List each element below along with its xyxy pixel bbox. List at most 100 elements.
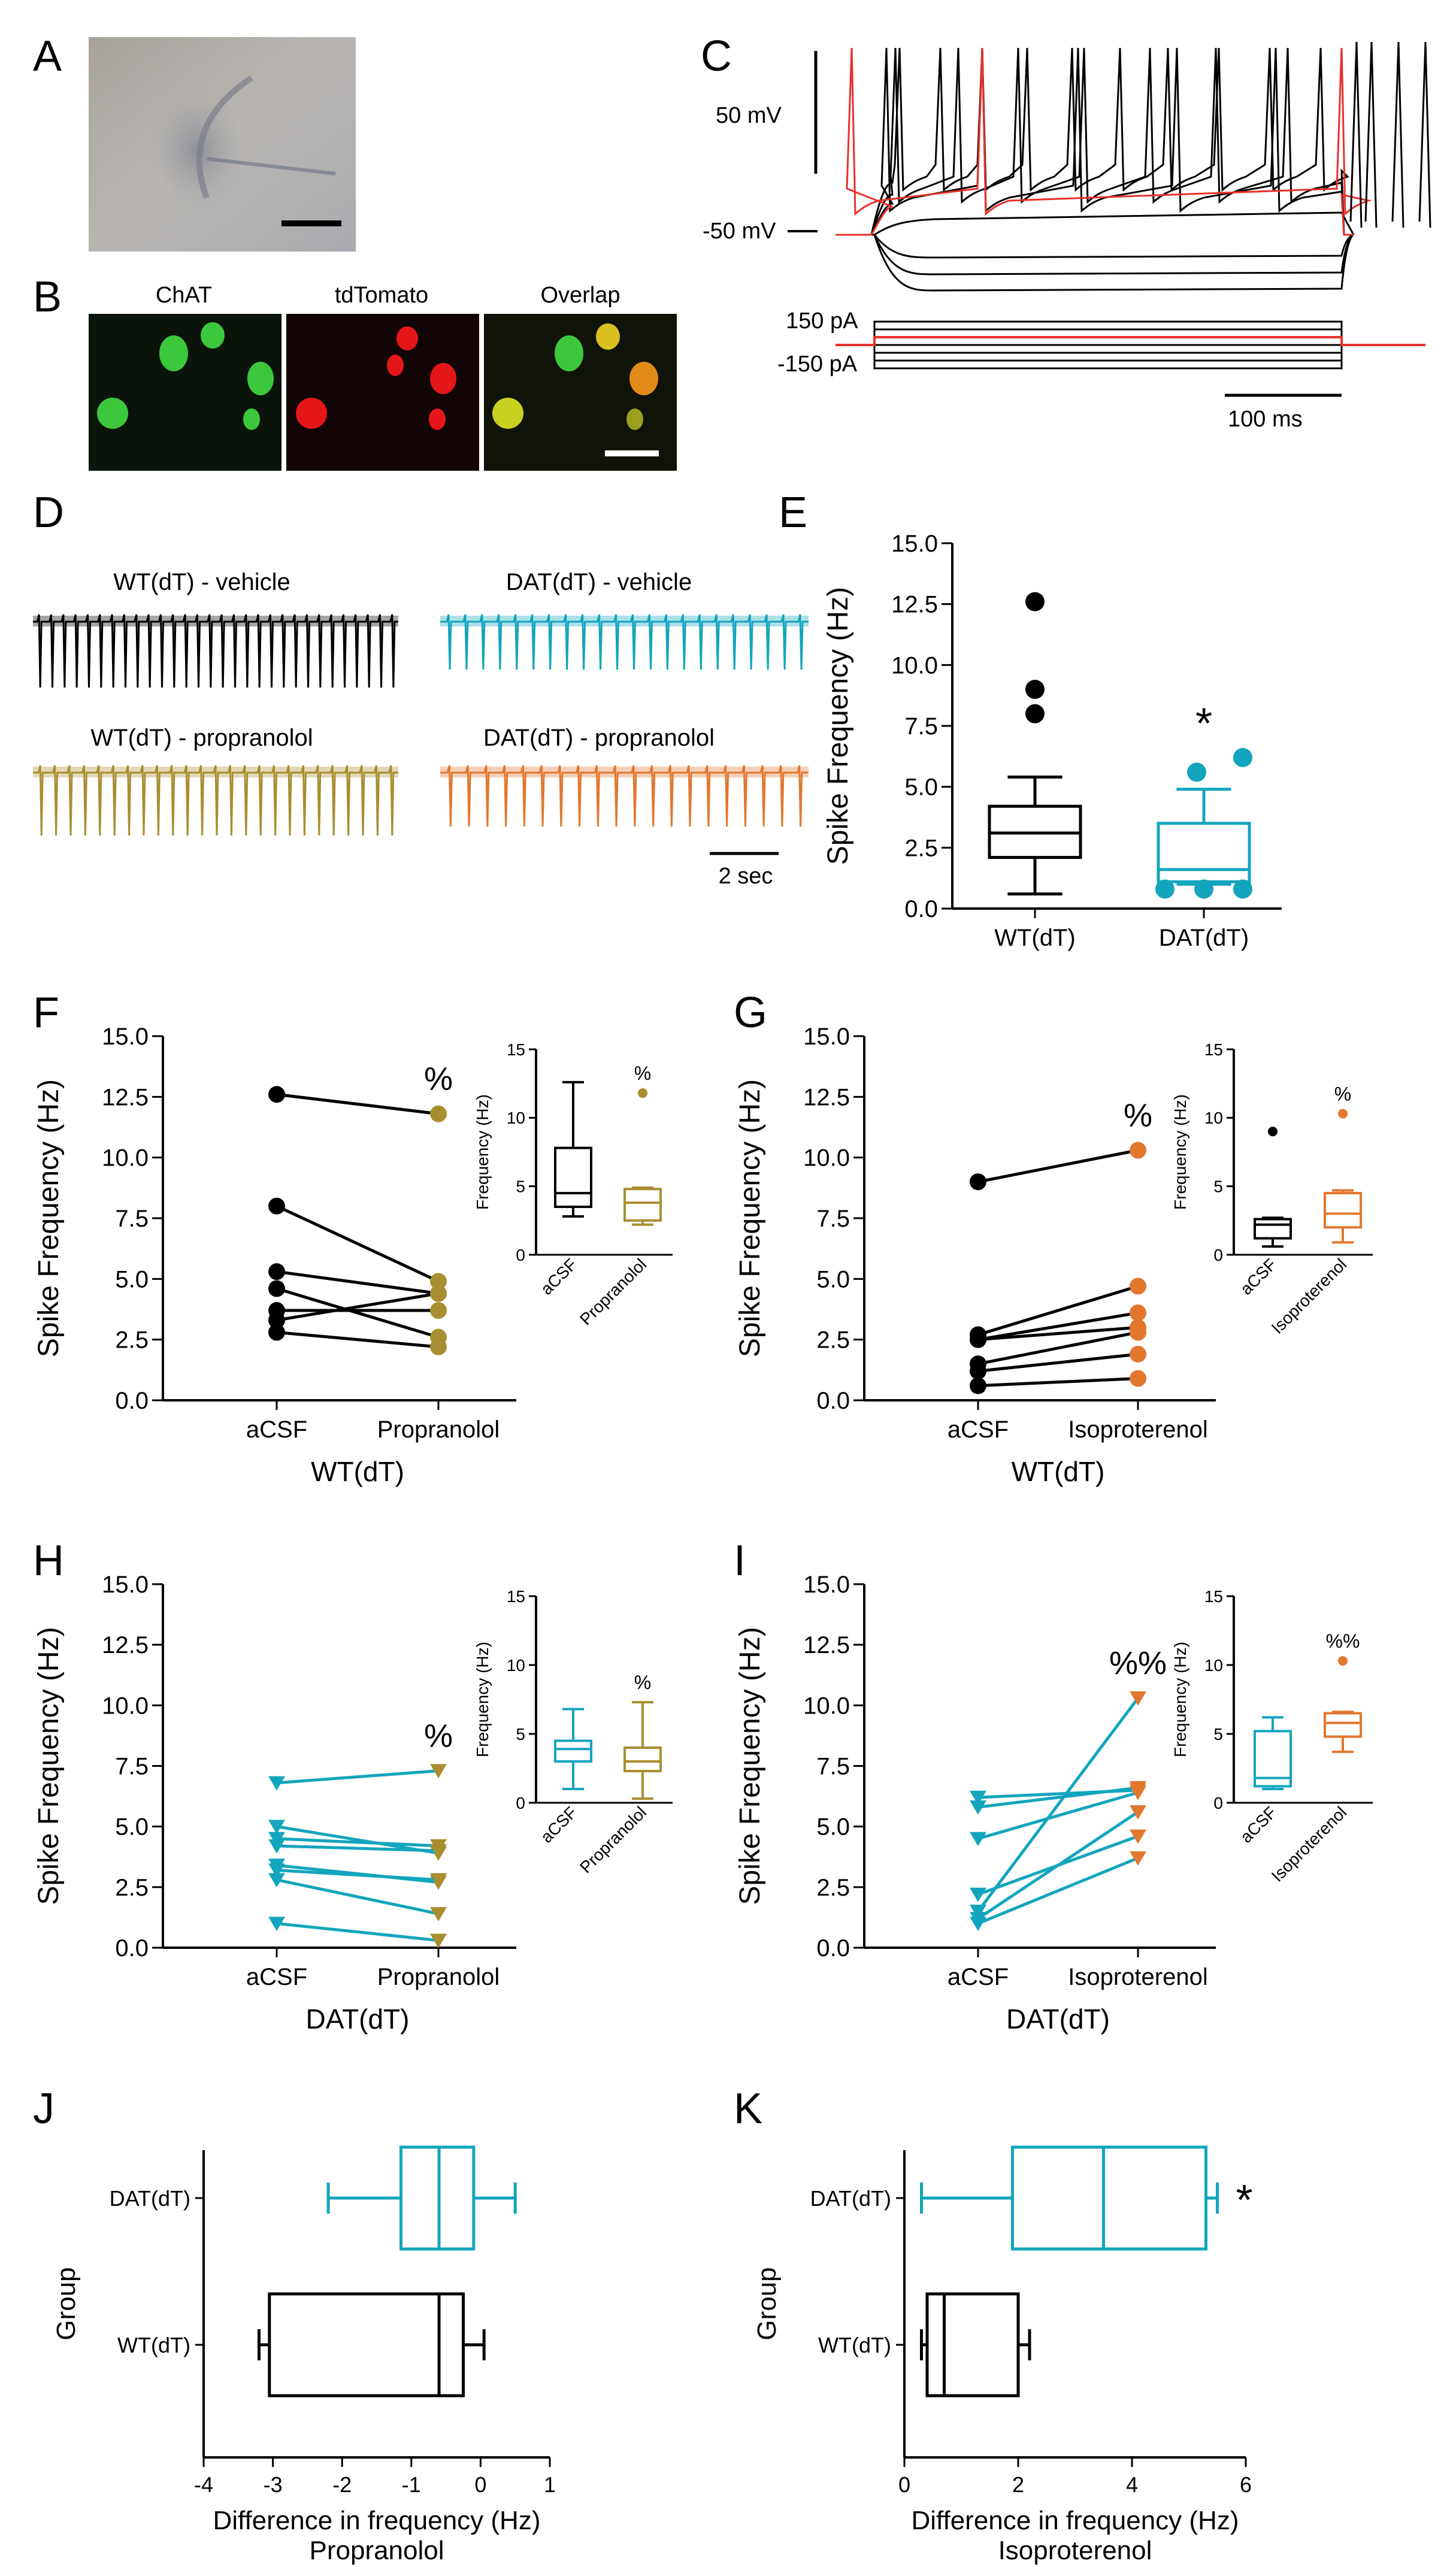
chart-g-x-tick-label: aCSF (948, 1416, 1009, 1443)
chart-h-y-tick-label: 15.0 (102, 1572, 149, 1598)
chart-g-x-tick-label: Isoproterenol (1068, 1416, 1207, 1443)
chart-f-y-tick-label: 15.0 (102, 1024, 149, 1050)
chart-h-y-tick-label: 10.0 (102, 1693, 149, 1719)
trace-spiking-3 (836, 47, 1354, 236)
chart-h-y-tick-label: 5.0 (115, 1814, 149, 1841)
chart-f-y-label: Spike Frequency (Hz) (33, 1079, 65, 1357)
chart-i-x-tick-label: Isoproterenol (1068, 1964, 1207, 1990)
panel-letter-h: H (33, 1537, 64, 1585)
chart-g-point-left (970, 1331, 986, 1348)
chart-e-outlier (1233, 879, 1252, 899)
chart-k-box (925, 2292, 1020, 2398)
panel-letter-j: J (33, 2085, 55, 2133)
panel-letter-c: C (701, 32, 732, 80)
chart-j-x-tick-label: -4 (194, 2472, 213, 2497)
chart-e-box-1-box (1157, 822, 1251, 883)
chart-i-y-tick-label: 10.0 (803, 1693, 850, 1719)
chart-f-point-left (268, 1197, 285, 1215)
chart-f-inset-significance: % (634, 1062, 651, 1084)
chart-j-x-tick-label: -3 (264, 2472, 283, 2497)
chart-h-inset-box-1-box (623, 1746, 662, 1773)
chart-i-x-tick-label: aCSF (948, 1964, 1009, 1990)
chart-g-y-tick-label: 10.0 (803, 1145, 850, 1172)
chart-h-pair-line (276, 1922, 439, 1942)
chart-g-inset-x-tick-label: Isoproterenol (1268, 1255, 1350, 1337)
chart-e-y-tick-label: 12.5 (891, 592, 938, 618)
panel-letter-e: E (779, 489, 807, 537)
chart-i-inset-y-label: Frequency (Hz) (1171, 1642, 1189, 1757)
chart-h-point-right (430, 1843, 447, 1858)
panel-letter-f: F (33, 989, 59, 1037)
chart-g-y-tick-label: 5.0 (816, 1266, 850, 1292)
chart-g-pair-line (977, 1352, 1139, 1373)
panel-letter-a: A (33, 32, 62, 80)
chart-i-point-left (970, 1790, 986, 1805)
chart-i-inset-y-tick-label: 5 (1213, 1725, 1223, 1743)
chart-i-inset-y-tick-label: 10 (1204, 1656, 1223, 1675)
chart-i-inset-outlier (1338, 1656, 1348, 1666)
chart-f-y-tick-label: 12.5 (102, 1084, 149, 1110)
chart-i-point-right (1130, 1829, 1146, 1844)
chart-g-point-right (1130, 1370, 1146, 1387)
firing-trace-0 (33, 614, 398, 688)
chart-j-y-label: Group (52, 2267, 81, 2340)
chart-h-y-tick-label: 0.0 (115, 1935, 149, 1961)
chart-f-x-label: WT(dT) (311, 1456, 404, 1487)
tdtomato-label: tdTomato (335, 283, 428, 308)
chart-h-pair-line (276, 1869, 439, 1882)
chart-g-inset-box-0-box (1254, 1218, 1292, 1240)
chart-g-point-left (970, 1363, 986, 1380)
chart-k-x-tick-label: 0 (898, 2472, 910, 2497)
chart-e-y-tick-label: 2.5 (904, 835, 938, 861)
chart-i-point-right (1130, 1785, 1146, 1800)
chart-f-inset-y-tick-label: 15 (507, 1040, 525, 1059)
chart-g-pair-line (977, 1149, 1139, 1183)
chart-g-point-left (970, 1173, 986, 1191)
chart-g-inset-y-tick-label: 0 (1213, 1246, 1223, 1264)
chat-cells (97, 322, 274, 430)
chart-g-point-left (970, 1377, 986, 1394)
chart-j-box (399, 2145, 476, 2251)
chart-g-point-right (1130, 1324, 1146, 1341)
chart-i-inset-box-0-box (1254, 1730, 1292, 1788)
chart-i-pair-line (977, 1791, 1139, 1841)
chart-g-inset-x-tick-label: aCSF (1237, 1255, 1281, 1298)
firing-trace-3 (440, 765, 809, 827)
chart-g-pair-line (977, 1325, 1139, 1342)
chart-f-y-tick-label: 5.0 (115, 1266, 149, 1292)
panel-letter-k: K (734, 2085, 762, 2133)
chart-i-y-tick-label: 5.0 (816, 1814, 850, 1841)
scale-bar-a (281, 220, 341, 226)
chart-i-y-tick-label: 0.0 (816, 1935, 850, 1961)
chart-g-inset-outlier (1338, 1109, 1348, 1119)
chart-e-y-tick-label: 7.5 (904, 713, 938, 740)
chart-f-inset-y-tick-label: 0 (516, 1246, 525, 1264)
chart-f-inset-x-tick-label: Propranolol (576, 1255, 650, 1328)
chart-h-inset-y-label: Frequency (Hz) (473, 1642, 492, 1757)
trace-subthreshold (836, 211, 1355, 236)
chart-e-x-tick-label: DAT(dT) (1159, 925, 1249, 951)
chart-h-y-tick-label: 2.5 (115, 1875, 149, 1901)
chart-f-y-tick-label: 10.0 (102, 1145, 149, 1172)
chart-i-point-left (970, 1800, 986, 1815)
chart-f-pair-line (276, 1092, 439, 1116)
chart-k-x-tick-label: 4 (1126, 2472, 1138, 2497)
chart-h-point-left (268, 1776, 285, 1791)
chart-k-x-tick-label: 2 (1012, 2472, 1024, 2497)
chart-e-y-tick-label: 5.0 (904, 774, 938, 801)
chart-g-pair-line (977, 1331, 1139, 1366)
chart-g-x-label: WT(dT) (1012, 1456, 1105, 1487)
chart-e-y-label: Spike Frequency (Hz) (822, 587, 854, 865)
chart-i-y-tick-label: 12.5 (803, 1632, 850, 1658)
chart-i-point-right (1130, 1851, 1146, 1866)
chart-g-inset-y-tick-label: 5 (1213, 1177, 1223, 1195)
chart-e-outlier (1025, 704, 1045, 724)
trace-hyper-2 (836, 234, 1354, 276)
chart-k-box (1011, 2145, 1207, 2251)
chart-e: 0.0 2.5 5.0 7.5 10.0 12.5 15.0 WT(dT) DAT(dT) Spi… (822, 531, 1282, 951)
trace-hyper-3 (836, 234, 1354, 292)
chart-h-pair-line (276, 1769, 439, 1785)
chart-h-point-left (268, 1873, 285, 1888)
